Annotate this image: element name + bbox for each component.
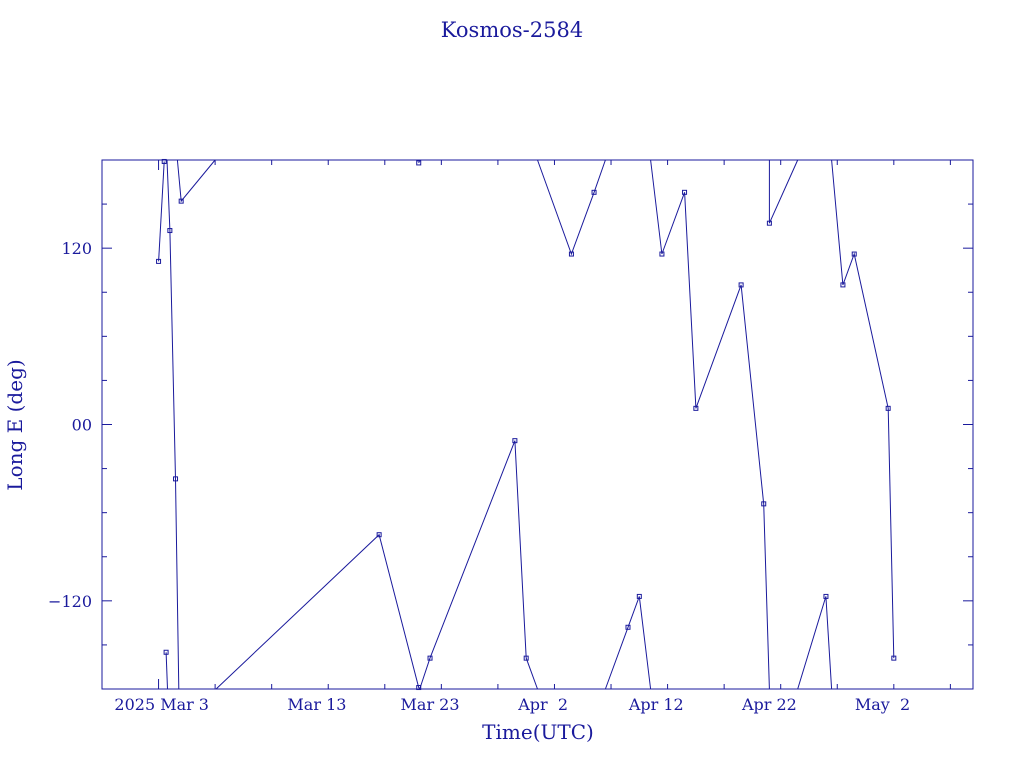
series-segment	[215, 533, 421, 690]
data-point	[885, 405, 891, 411]
data-point	[376, 532, 382, 538]
tick-marks	[102, 160, 973, 689]
x-axis-label: Time(UTC)	[482, 720, 594, 744]
series-segment	[166, 159, 180, 690]
x-tick-label: Apr 2	[517, 695, 568, 714]
data-point	[156, 258, 162, 264]
data-point	[591, 189, 597, 195]
data-point	[659, 251, 665, 257]
data-point	[891, 655, 897, 661]
data-point	[161, 158, 167, 164]
x-tick-label: Mar 23	[401, 695, 460, 714]
plot-frame	[101, 159, 974, 690]
data-point	[568, 251, 574, 257]
tick-labels: 120 00 −120 2025 Mar 3 Mar 13 Mar 23 Apr 2 Apr 1…	[48, 239, 910, 714]
y-axis-label: Long E (deg)	[3, 359, 27, 490]
data-point	[682, 189, 688, 195]
series-segment	[604, 596, 652, 690]
data-point	[163, 649, 169, 655]
series-line	[158, 159, 895, 690]
y-tick-label: 00	[72, 416, 92, 435]
y-tick-label: −120	[48, 592, 92, 611]
data-point	[173, 476, 179, 482]
series-segment	[158, 161, 165, 262]
data-point	[427, 655, 433, 661]
x-tick-label: Mar 13	[287, 695, 346, 714]
series-segment	[650, 159, 770, 690]
series-segment	[537, 159, 606, 256]
series-segment	[419, 440, 538, 690]
data-point	[851, 251, 857, 257]
chart-title: Kosmos-2584	[441, 18, 583, 42]
data-point	[636, 593, 642, 599]
x-tick-label: 2025 Mar	[114, 695, 194, 714]
data-point	[766, 220, 772, 226]
data-markers	[156, 158, 897, 691]
data-point	[167, 228, 173, 234]
series-segment	[165, 652, 168, 690]
x-tick-label: May 2	[855, 695, 910, 714]
data-point	[416, 685, 422, 691]
series-segment	[768, 159, 799, 224]
data-point	[823, 593, 829, 599]
y-tick-label: 120	[61, 239, 92, 258]
data-point	[761, 501, 767, 507]
data-point	[178, 198, 184, 204]
data-point	[523, 655, 529, 661]
data-point	[625, 624, 631, 630]
x-tick-label: 3	[199, 695, 209, 714]
series-segment	[797, 596, 833, 690]
data-point	[693, 405, 699, 411]
x-tick-label: Apr 12	[628, 695, 684, 714]
data-point	[738, 282, 744, 288]
data-point	[512, 438, 518, 444]
data-point	[840, 282, 846, 288]
series-segment	[831, 159, 895, 659]
x-tick-label: Apr 22	[741, 695, 797, 714]
data-point	[416, 160, 422, 166]
series-segment	[176, 159, 216, 203]
